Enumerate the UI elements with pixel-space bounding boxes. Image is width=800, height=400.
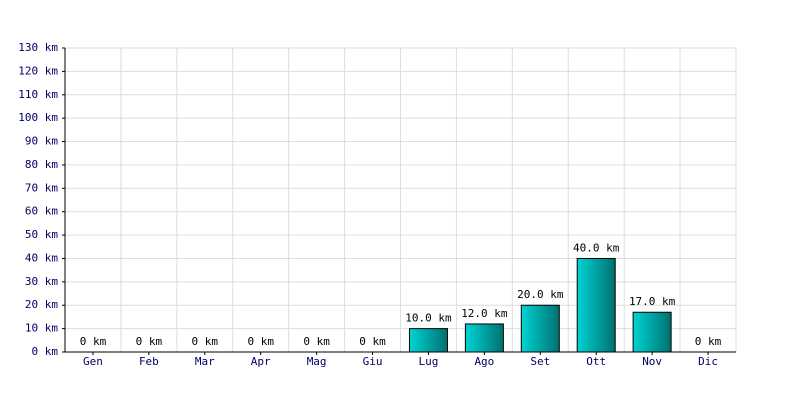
bar <box>576 257 616 353</box>
y-tick-label: 10 km <box>25 322 58 335</box>
x-tick-label: Giu <box>363 355 383 368</box>
bar <box>464 323 504 353</box>
value-label: 10.0 km <box>405 312 452 325</box>
y-tick-label: 0 km <box>32 345 59 358</box>
x-tick-label: Apr <box>251 355 271 368</box>
value-label: 0 km <box>359 335 386 348</box>
value-label: 0 km <box>192 335 219 348</box>
y-tick-label: 80 km <box>25 158 58 171</box>
value-label: 20.0 km <box>517 288 564 301</box>
y-tick-label: 30 km <box>25 275 58 288</box>
x-tick-label: Nov <box>642 355 662 368</box>
y-tick-label: 90 km <box>25 135 58 148</box>
value-label: 0 km <box>80 335 107 348</box>
x-tick-label: Mar <box>195 355 215 368</box>
x-tick-label: Gen <box>83 355 103 368</box>
y-tick-label: 20 km <box>25 298 58 311</box>
y-tick-label: 40 km <box>25 251 58 264</box>
x-tick-label: Ott <box>586 355 606 368</box>
y-tick-label: 130 km <box>18 41 58 54</box>
bar <box>632 311 672 353</box>
x-tick-label: Dic <box>698 355 718 368</box>
y-tick-label: 60 km <box>25 205 58 218</box>
value-label: 0 km <box>247 335 274 348</box>
x-tick-label: Ago <box>474 355 494 368</box>
y-tick-label: 110 km <box>18 88 58 101</box>
value-label: 17.0 km <box>629 295 676 308</box>
value-label: 0 km <box>303 335 330 348</box>
bar <box>520 304 560 353</box>
x-tick-label: Set <box>530 355 550 368</box>
value-label: 40.0 km <box>573 241 620 254</box>
x-tick-label: Mag <box>307 355 327 368</box>
x-tick-label: Lug <box>419 355 439 368</box>
value-label: 12.0 km <box>461 307 508 320</box>
bar <box>408 328 448 353</box>
y-tick-label: 100 km <box>18 111 58 124</box>
value-label: 0 km <box>136 335 163 348</box>
y-tick-label: 50 km <box>25 228 58 241</box>
value-label: 0 km <box>695 335 722 348</box>
x-tick-label: Feb <box>139 355 159 368</box>
y-tick-label: 120 km <box>18 64 58 77</box>
y-tick-label: 70 km <box>25 181 58 194</box>
